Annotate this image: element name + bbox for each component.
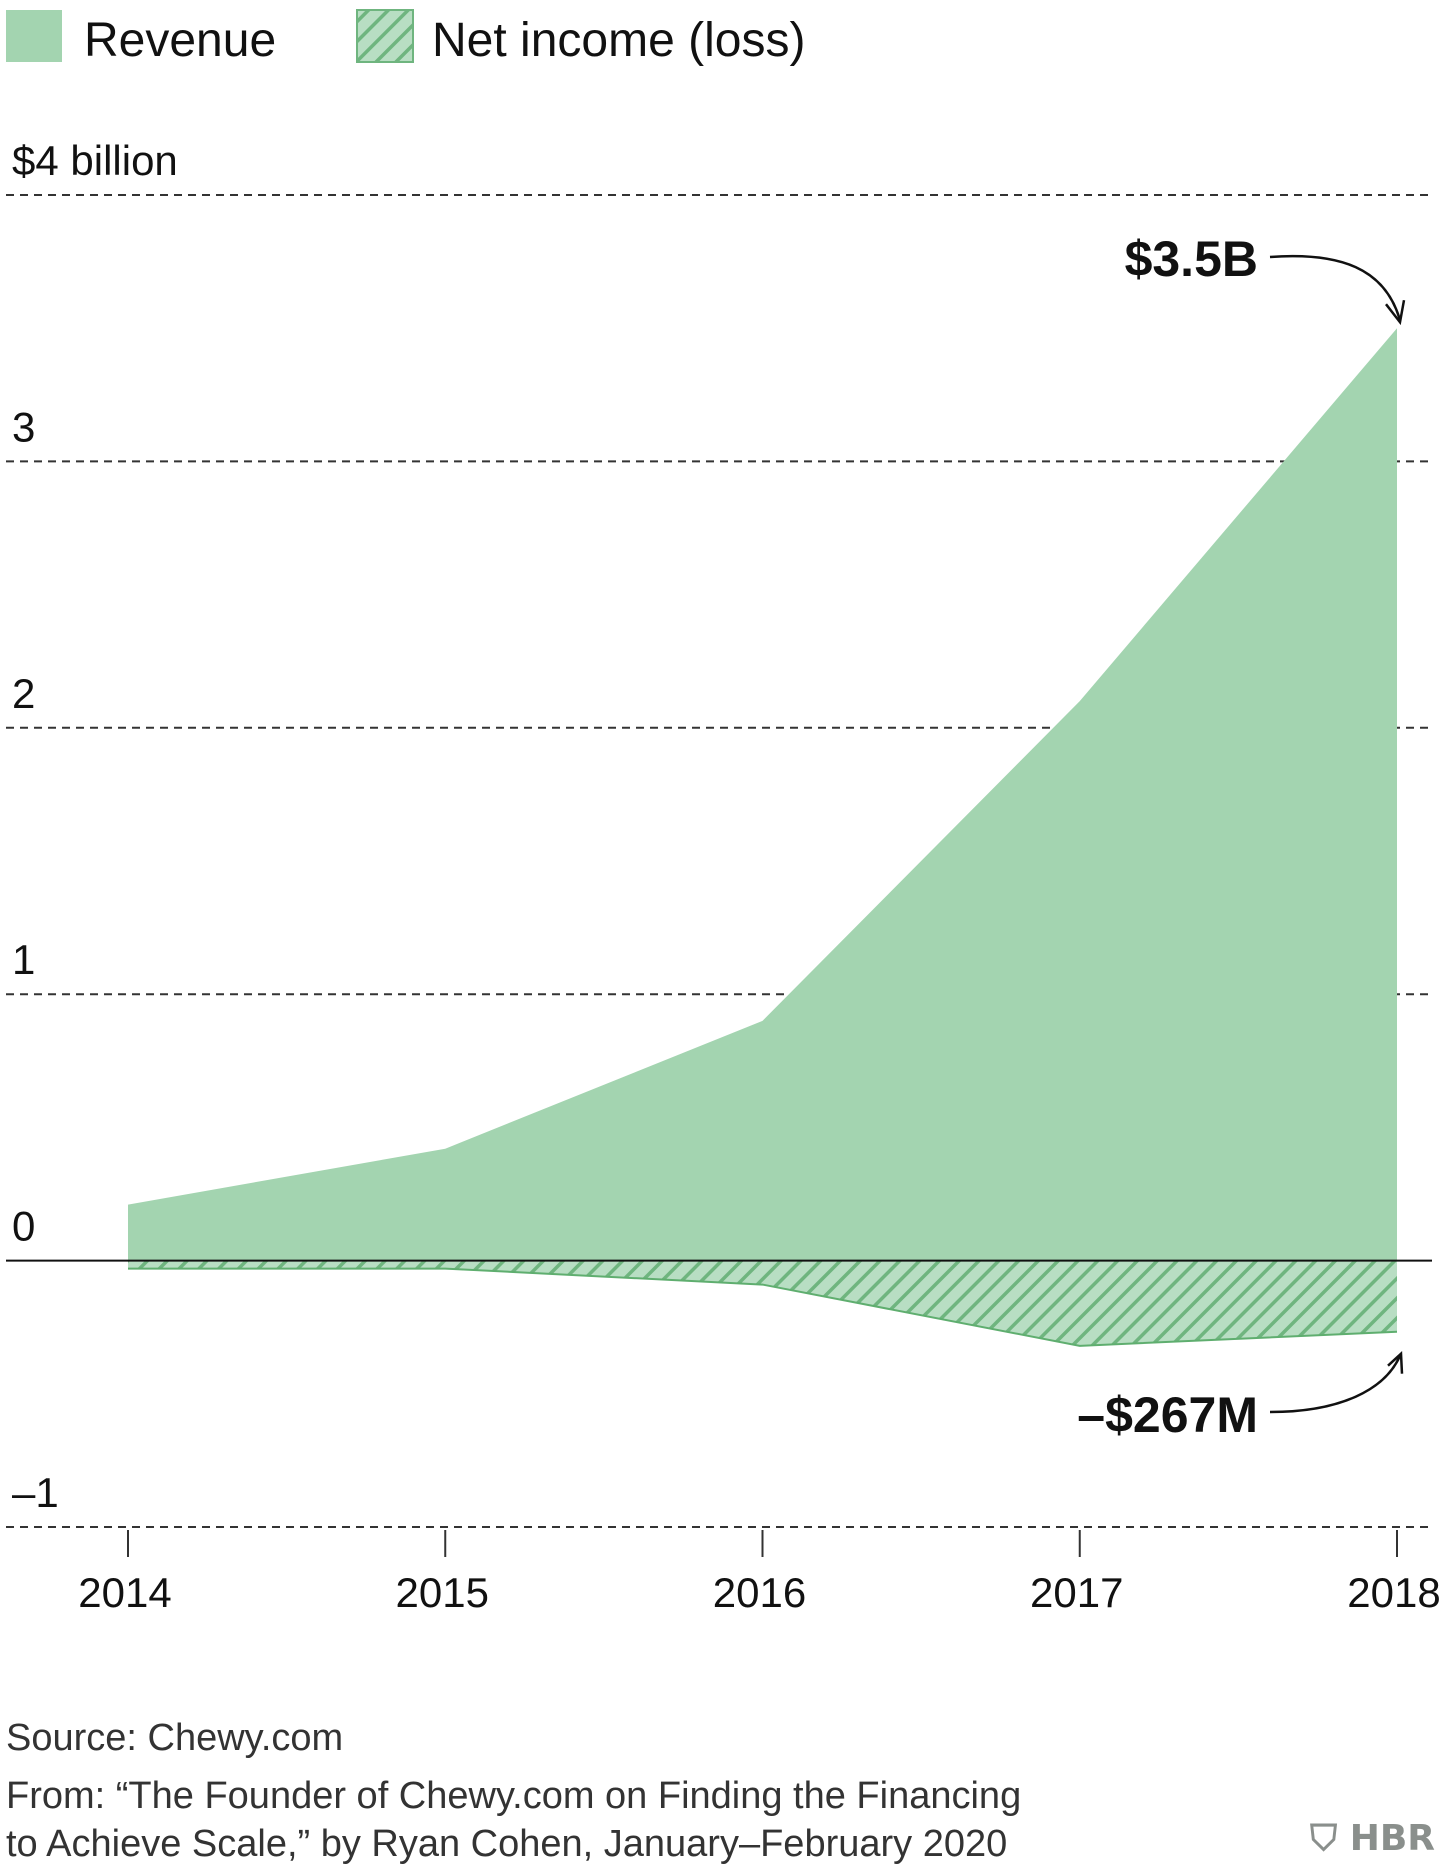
hbr-logo: ⛉ HBR: [1310, 1818, 1435, 1860]
legend-label-revenue: Revenue: [84, 14, 276, 67]
annotation-revenue-arrowhead: [1385, 299, 1406, 326]
annotation-net-income-arrow: [1269, 1355, 1402, 1414]
revenue-area: [128, 328, 1397, 1261]
x-tick-label: 2014: [78, 1569, 171, 1616]
from-line-2: to Achieve Scale,” by Ryan Cohen, Januar…: [6, 1823, 1008, 1865]
from-line-1: From: “The Founder of Chewy.com on Findi…: [6, 1775, 1022, 1817]
annotation-net-income-label: –$267M: [1077, 1387, 1258, 1443]
annotation-revenue-arrow: [1269, 254, 1402, 321]
y-tick-label: –1: [12, 1469, 59, 1516]
annotation-revenue-label: $3.5B: [1125, 231, 1258, 287]
x-tick-label: 2017: [1030, 1569, 1123, 1616]
source-note: Source: Chewy.com: [6, 1717, 344, 1759]
logo-text: HBR: [1349, 1818, 1435, 1859]
x-tick-label: 2015: [396, 1569, 489, 1616]
plot-areas: [128, 328, 1398, 1347]
y-tick-label: 1: [12, 936, 35, 983]
x-tick-label: 2016: [713, 1569, 806, 1616]
net-income-line: [128, 1267, 1398, 1347]
legend: Revenue Net income (loss): [6, 9, 805, 67]
y-tick-label: 2: [12, 670, 35, 717]
y-tick-label: $4 billion: [12, 137, 178, 184]
shield-icon: ⛉: [1310, 1818, 1338, 1859]
legend-swatch-revenue: [6, 10, 62, 62]
axes: 2014 2015 2016 2017 2018: [6, 1259, 1441, 1616]
annotations: $3.5B –$267M: [1077, 231, 1406, 1443]
legend-label-net-income: Net income (loss): [432, 14, 805, 67]
y-tick-label: 3: [12, 403, 35, 450]
annotation-net-income-arrowhead: [1387, 1350, 1404, 1374]
net-income-area: [128, 1260, 1397, 1346]
x-tick-label: 2018: [1347, 1569, 1440, 1616]
legend-swatch-net-income: [356, 9, 414, 63]
gridlines: $4 billion 3 2 1 0 –1: [6, 137, 1432, 1528]
y-tick-label: 0: [12, 1203, 35, 1250]
